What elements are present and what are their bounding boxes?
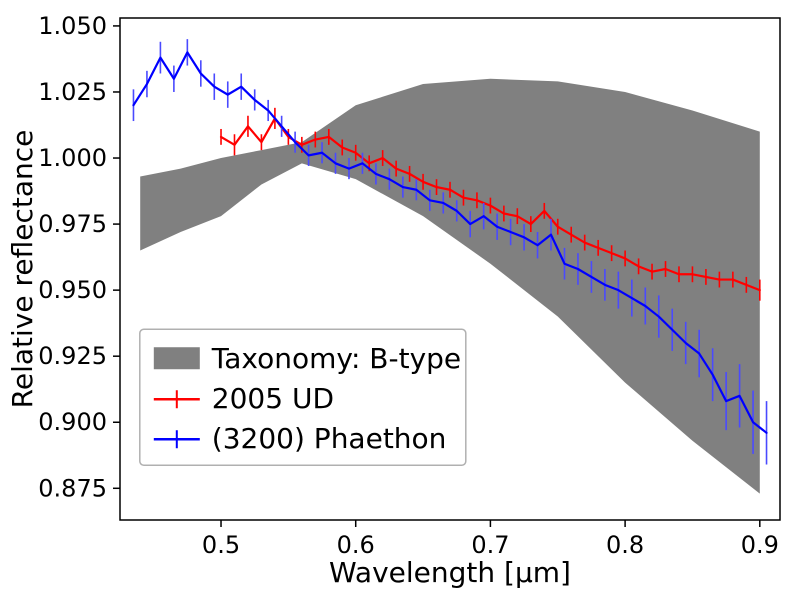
ytick-label: 1.025 (38, 78, 107, 106)
ytick-label: 0.925 (38, 342, 107, 370)
xtick-label: 0.8 (606, 531, 644, 559)
ytick-label: 0.975 (38, 210, 107, 238)
chart-svg: 0.5 0.6 0.7 0.8 0.9 0.875 0.900 0.925 0.950 0.975… (0, 0, 798, 600)
ytick-label: 0.950 (38, 276, 107, 304)
ylabel: Relative reflectance (6, 130, 39, 409)
xtick-label: 0.7 (471, 531, 509, 559)
ytick-label: 0.900 (38, 408, 107, 436)
xlabel: Wavelength [μm] (329, 556, 571, 589)
xtick-label: 0.9 (741, 531, 779, 559)
ytick-label: 0.875 (38, 474, 107, 502)
legend-label: Taxonomy: B-type (211, 342, 461, 375)
legend: Taxonomy: B-type 2005 UD (3200) Phaethon (140, 329, 466, 465)
legend-label: 2005 UD (212, 382, 334, 415)
legend-swatch (154, 347, 200, 369)
chart-container: 0.5 0.6 0.7 0.8 0.9 0.875 0.900 0.925 0.950 0.975… (0, 0, 798, 600)
xtick-label: 0.5 (202, 531, 240, 559)
xtick-label: 0.6 (337, 531, 375, 559)
ytick-label: 1.050 (38, 12, 107, 40)
legend-label: (3200) Phaethon (212, 422, 447, 455)
ytick-label: 1.000 (38, 144, 107, 172)
